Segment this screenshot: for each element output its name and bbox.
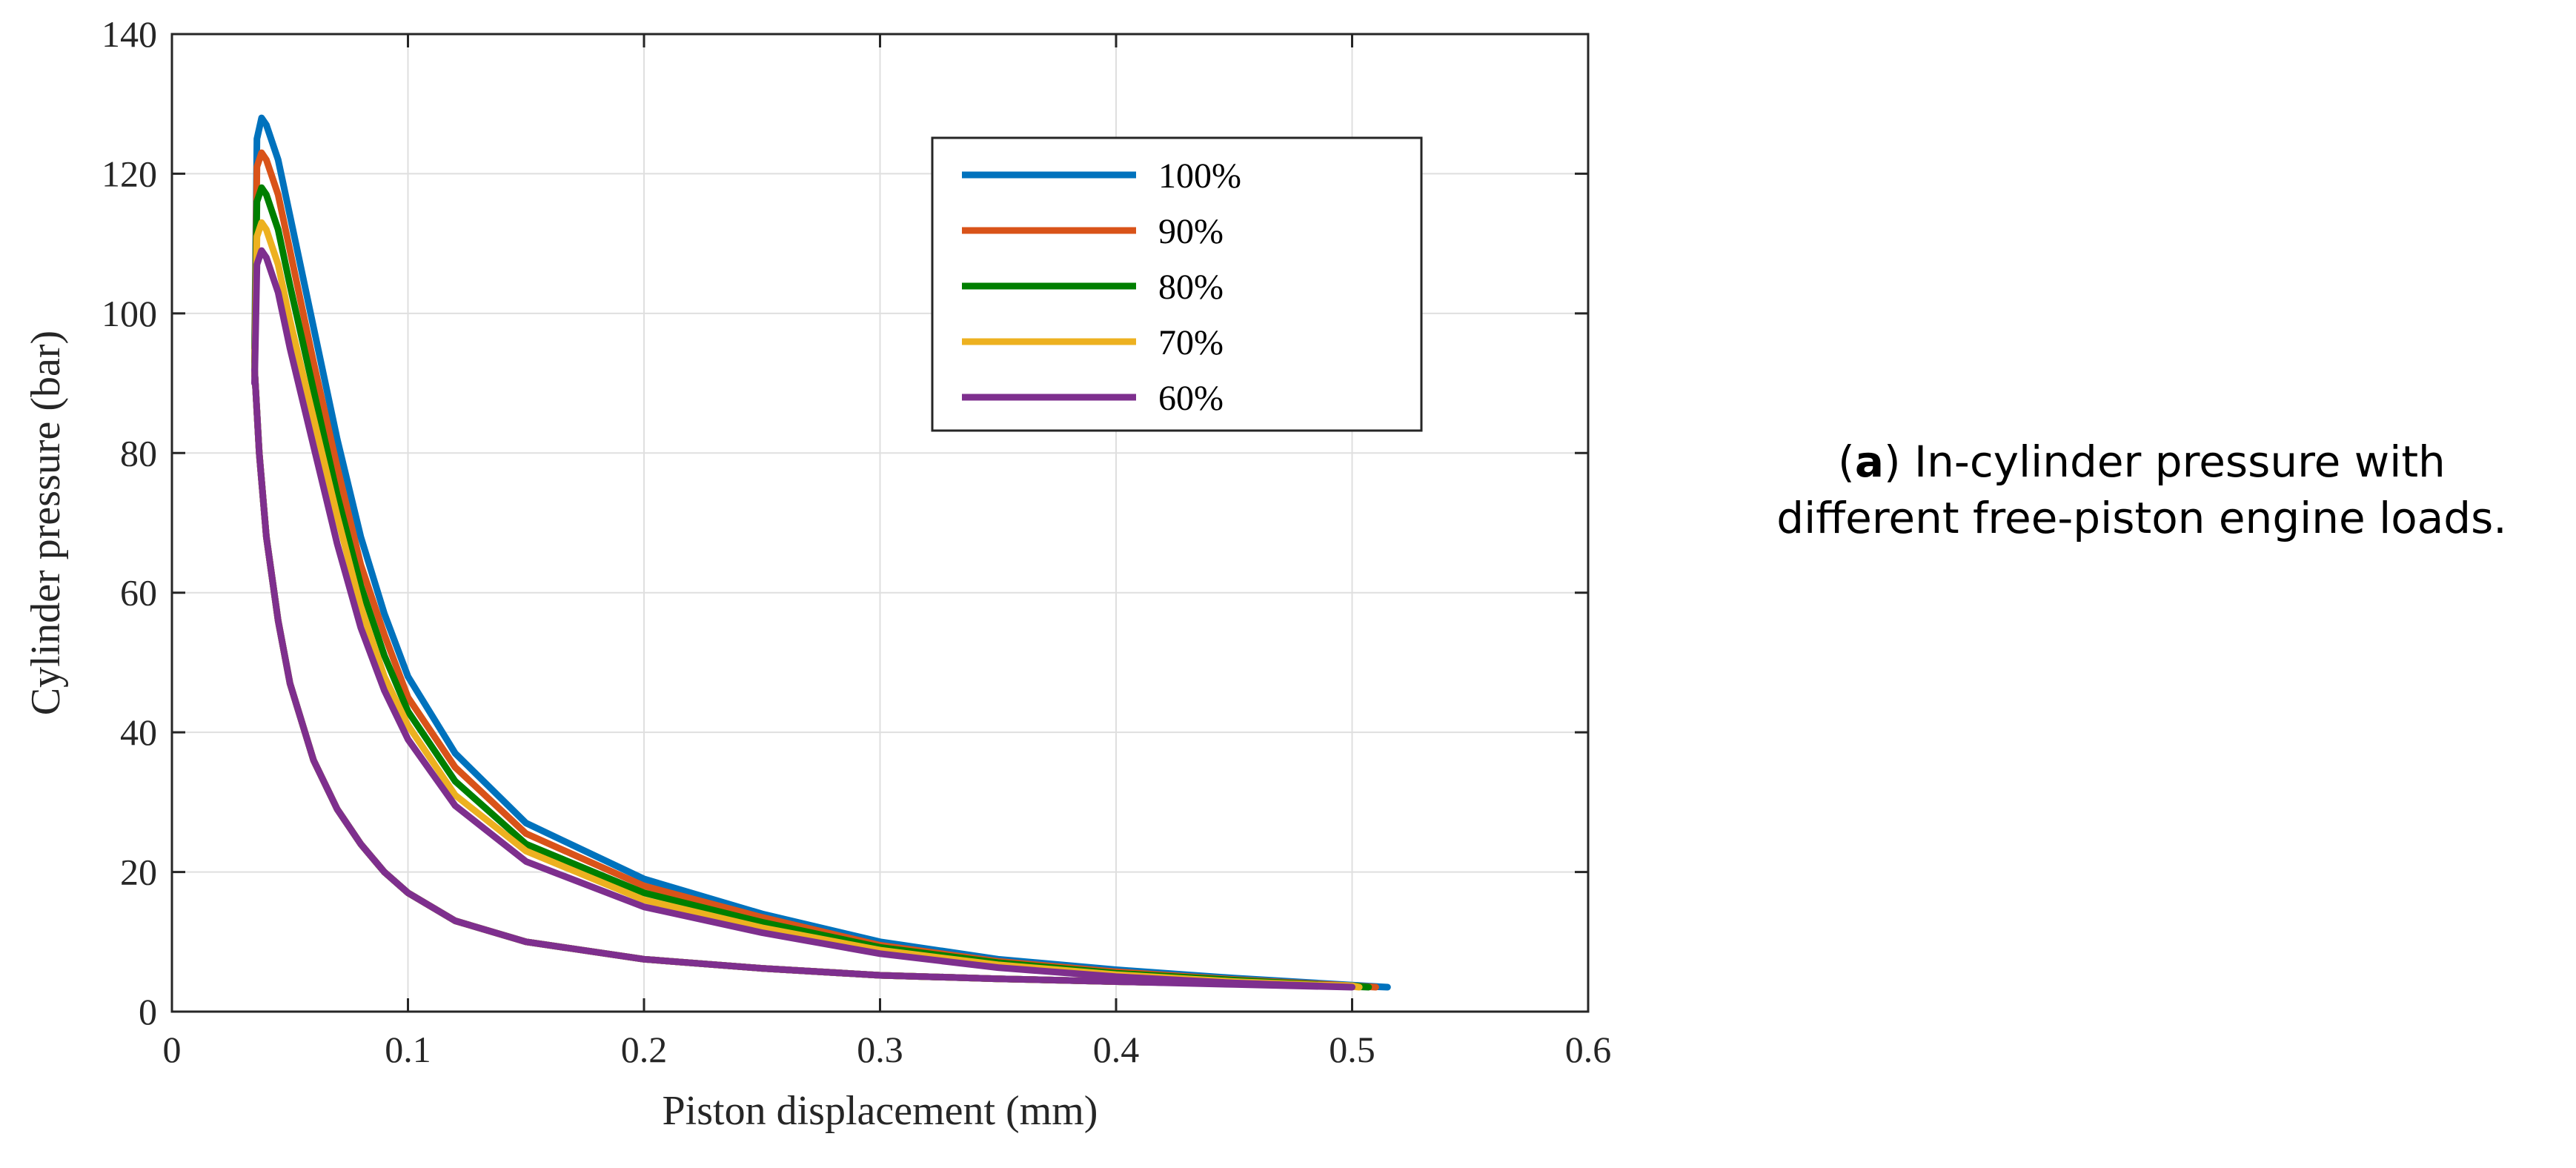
panel-letter: a [1854,437,1884,487]
series-line [251,247,1355,991]
legend-label: 60% [1158,379,1224,418]
legend-label: 90% [1158,212,1224,251]
y-tick-label: 120 [102,153,157,194]
legend-label: 80% [1158,268,1224,307]
y-tick-label: 0 [139,991,157,1032]
caption-line-2: different free-piston engine loads. [1776,493,2507,543]
x-tick-label: 0.1 [385,1029,431,1070]
y-tick-label: 80 [120,432,157,474]
y-tick-label: 60 [120,572,157,614]
legend-item: 60% [962,379,1224,418]
x-axis-label: Piston displacement (mm) [663,1088,1098,1134]
y-tick-label: 40 [120,711,157,753]
legend-label: 100% [1158,156,1241,196]
y-tick-label: 100 [102,293,157,334]
caption-text-1: In-cylinder pressure with [1914,437,2446,487]
x-tick-label: 0.4 [1093,1029,1140,1070]
legend-item: 80% [962,268,1224,307]
legend-label: 70% [1158,323,1224,362]
legend-item: 90% [962,212,1224,251]
figure-caption: (a) In-cylinder pressure with different … [1727,434,2557,546]
y-tick-label: 140 [102,13,157,55]
x-tick-label: 0.5 [1329,1029,1375,1070]
x-tick-label: 0.6 [1565,1029,1612,1070]
y-tick-label: 20 [120,852,157,893]
x-tick-label: 0 [163,1029,182,1070]
legend-item: 100% [962,156,1241,196]
x-tick-label: 0.2 [621,1029,668,1070]
series-60-percent [251,247,1355,991]
x-tick-label: 0.3 [857,1029,903,1070]
caption-line-1: (a) In-cylinder pressure with [1838,437,2446,487]
y-axis-label: Cylinder pressure (bar) [23,331,69,715]
legend-item: 70% [962,323,1224,362]
